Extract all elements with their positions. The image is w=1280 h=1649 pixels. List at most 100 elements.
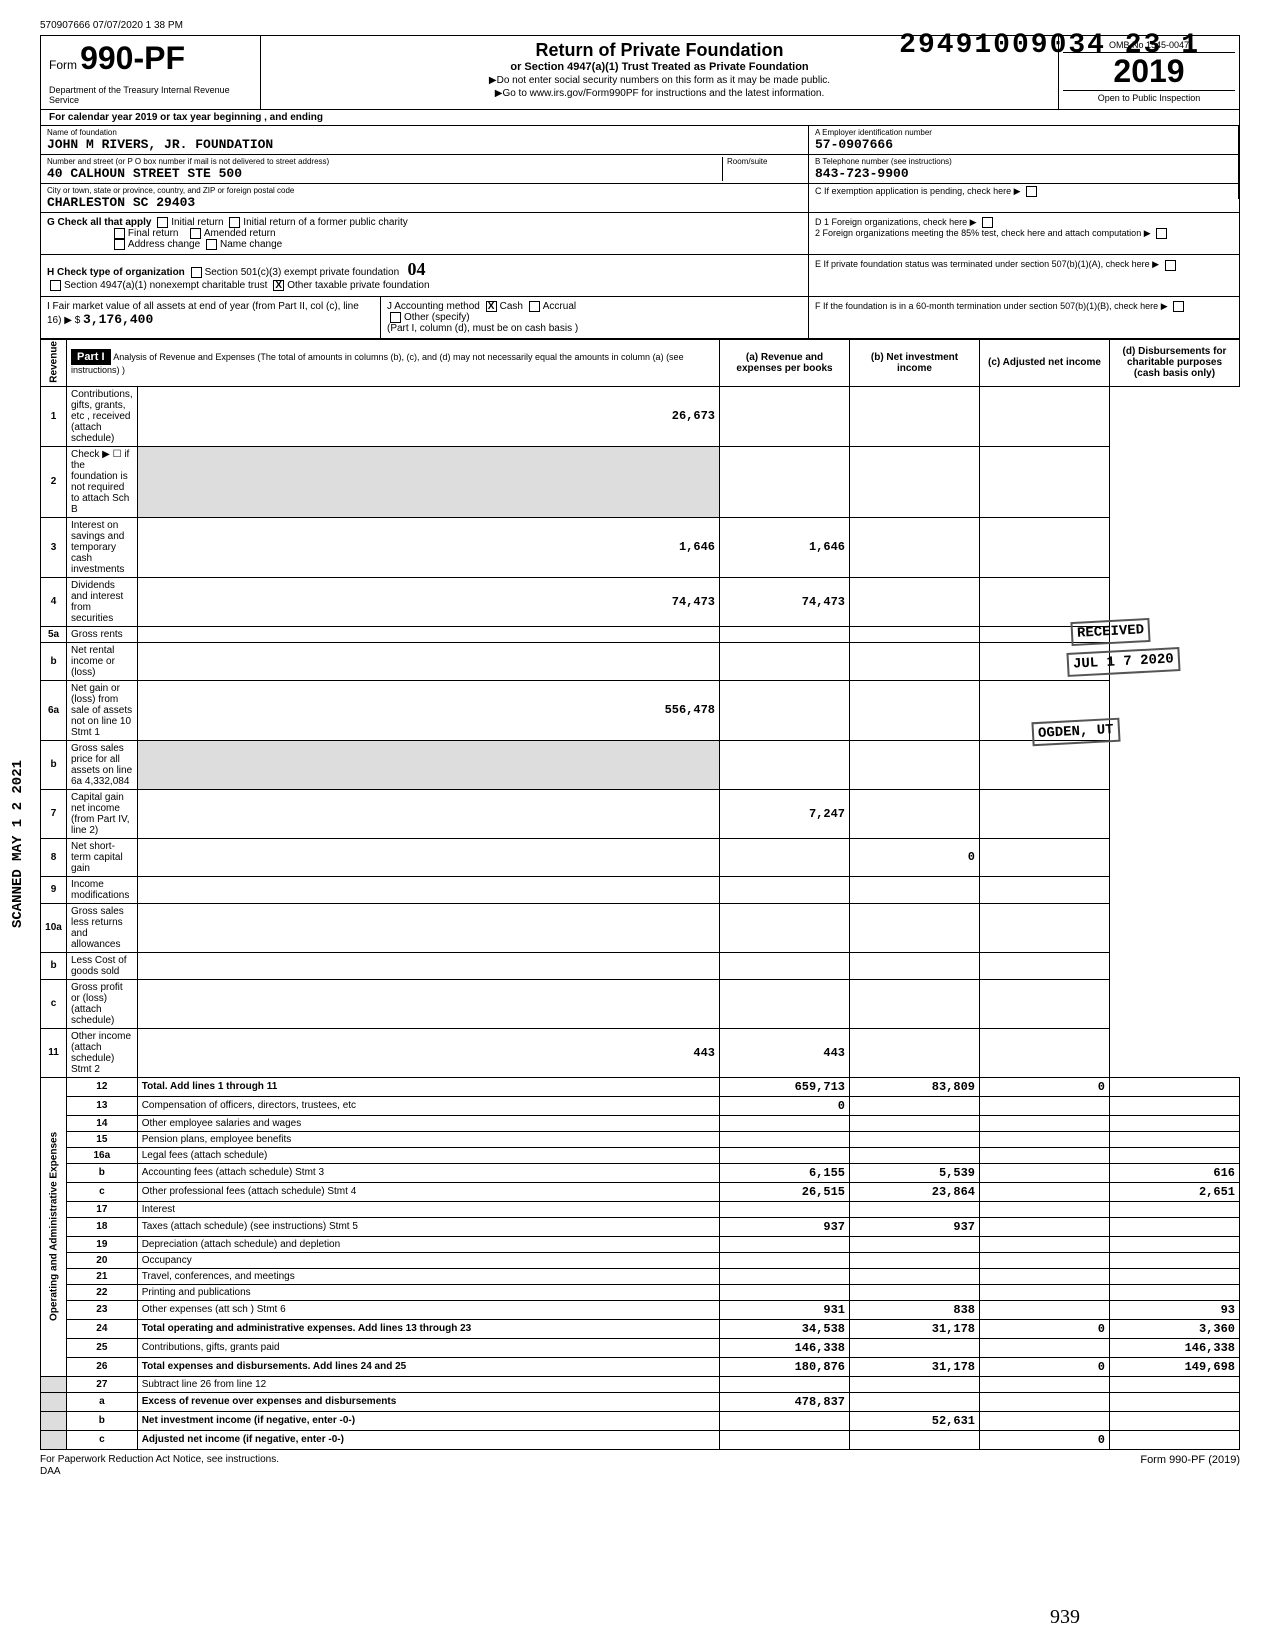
line-num: 24 (67, 1319, 138, 1338)
e-label: E If private foundation status was termi… (815, 259, 1150, 269)
form-note2: ▶Go to www.irs.gov/Form990PF for instruc… (269, 88, 1050, 99)
line-desc: Net investment income (if negative, ente… (137, 1411, 719, 1430)
col-b-val: 7,247 (720, 789, 850, 838)
line-desc: Total operating and administrative expen… (137, 1319, 719, 1338)
col-c-val (850, 789, 980, 838)
d2-checkbox[interactable] (1156, 228, 1167, 239)
col-b-val: 83,809 (850, 1077, 980, 1096)
col-d-val (980, 577, 1110, 626)
f-checkbox[interactable] (1173, 301, 1184, 312)
j-other[interactable] (390, 312, 401, 323)
d1-checkbox[interactable] (982, 217, 993, 228)
line-desc: Excess of revenue over expenses and disb… (137, 1392, 719, 1411)
col-a-val: 34,538 (720, 1319, 850, 1338)
g-address-change[interactable] (114, 239, 125, 250)
line-num: 6a (41, 680, 67, 740)
line-num: c (67, 1182, 138, 1201)
col-b-val (850, 1236, 980, 1252)
col-b-val (720, 903, 850, 952)
line-num: 23 (67, 1300, 138, 1319)
col-d-val (1110, 1430, 1240, 1449)
col-d-val (980, 517, 1110, 577)
col-b-val: 23,864 (850, 1182, 980, 1201)
g-label: G Check all that apply (47, 217, 151, 228)
line-num: 20 (67, 1252, 138, 1268)
table-row: bNet rental income or (loss) (41, 642, 1240, 680)
col-b-val (720, 642, 850, 680)
col-b-val (850, 1376, 980, 1392)
addr-label: Number and street (or P O box number if … (47, 157, 722, 166)
phone-value: 843-723-9900 (815, 166, 1232, 181)
col-d-val (980, 838, 1110, 876)
d2-label: 2 Foreign organizations meeting the 85% … (815, 228, 1141, 238)
col-a: (a) Revenue and expenses per books (720, 339, 850, 386)
table-row: 23Other expenses (att sch ) Stmt 6931838… (41, 1300, 1240, 1319)
j-accrual[interactable] (529, 301, 540, 312)
col-d-val (980, 903, 1110, 952)
e-checkbox[interactable] (1165, 260, 1176, 271)
col-b-val (720, 680, 850, 740)
g-initial-return[interactable] (157, 217, 168, 228)
j-opt-0: Cash (500, 301, 523, 312)
g-opt-0: Initial return (171, 217, 223, 228)
line-desc: Depreciation (attach schedule) and deple… (137, 1236, 719, 1252)
table-row: bLess Cost of goods sold (41, 952, 1240, 979)
col-b-val (850, 1147, 980, 1163)
col-a-val (720, 1236, 850, 1252)
col-d-val (1110, 1376, 1240, 1392)
name-label: Name of foundation (47, 128, 802, 137)
g-initial-former[interactable] (229, 217, 240, 228)
col-a-val: 478,837 (720, 1392, 850, 1411)
col-c-val (980, 1201, 1110, 1217)
table-row: 22Printing and publications (41, 1284, 1240, 1300)
col-a-val (137, 876, 719, 903)
col-b-val: 937 (850, 1217, 980, 1236)
line-num: 13 (67, 1096, 138, 1115)
line-num: 11 (41, 1028, 67, 1077)
h-other-taxable[interactable]: X (273, 280, 284, 291)
g-amended[interactable] (190, 228, 201, 239)
col-c-val (980, 1182, 1110, 1201)
col-b-val (720, 979, 850, 1028)
col-d-val: 3,360 (1110, 1319, 1240, 1338)
col-d-val (1110, 1077, 1240, 1096)
col-b: (b) Net investment income (850, 339, 980, 386)
col-b-val (720, 446, 850, 517)
handwritten-number: 939 (1050, 1606, 1080, 1629)
line-num: 3 (41, 517, 67, 577)
col-a-val (720, 1201, 850, 1217)
line-num: 22 (67, 1284, 138, 1300)
line-num: b (41, 952, 67, 979)
c-checkbox[interactable] (1026, 186, 1037, 197)
form-prefix: Form (49, 58, 77, 72)
line-num: 21 (67, 1268, 138, 1284)
table-row: 26Total expenses and disbursements. Add … (41, 1357, 1240, 1376)
table-row: Operating and Administrative Expenses12T… (41, 1077, 1240, 1096)
col-d: (d) Disbursements for charitable purpose… (1110, 339, 1240, 386)
col-c-val (980, 1217, 1110, 1236)
col-a-val (137, 952, 719, 979)
line-num: 17 (67, 1201, 138, 1217)
j-cash[interactable]: X (486, 301, 497, 312)
line-desc: Capital gain net income (from Part IV, l… (67, 789, 138, 838)
city-label: City or town, state or province, country… (47, 186, 802, 195)
col-a-val (137, 838, 719, 876)
g-name-change[interactable] (206, 239, 217, 250)
col-d-val (1110, 1284, 1240, 1300)
col-a-val (720, 1284, 850, 1300)
table-row: 5aGross rents (41, 626, 1240, 642)
col-a-val (720, 1411, 850, 1430)
h-501c3[interactable] (191, 267, 202, 278)
line-desc: Contributions, gifts, grants, etc , rece… (67, 386, 138, 446)
revenue-section-label: Revenue (41, 339, 67, 386)
line-desc: Interest (137, 1201, 719, 1217)
col-d-val (1110, 1392, 1240, 1411)
street-address: 40 CALHOUN STREET STE 500 (47, 166, 722, 181)
col-c-val (850, 1028, 980, 1077)
table-row: 9Income modifications (41, 876, 1240, 903)
h-4947[interactable] (50, 280, 61, 291)
g-final-return[interactable] (114, 228, 125, 239)
line-desc: Other expenses (att sch ) Stmt 6 (137, 1300, 719, 1319)
line-desc: Gross sales less returns and allowances (67, 903, 138, 952)
col-d-val (1110, 1252, 1240, 1268)
